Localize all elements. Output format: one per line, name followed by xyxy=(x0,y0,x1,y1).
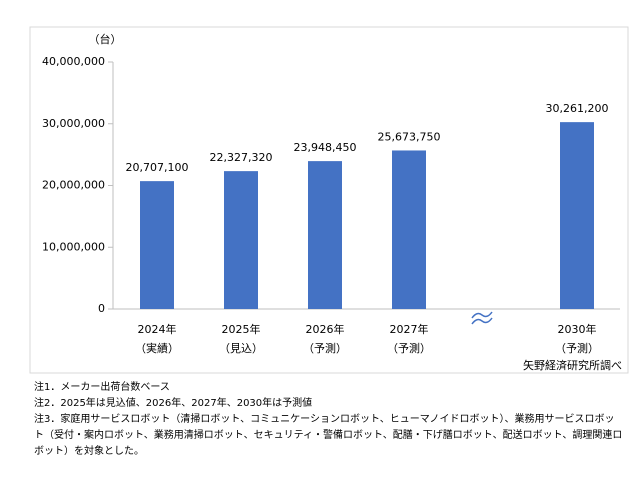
x-tick-note: （予測） xyxy=(387,341,431,355)
y-tick-label: 30,000,000 xyxy=(42,117,105,130)
value-label: 23,948,450 xyxy=(294,141,357,154)
y-tick-label: 20,000,000 xyxy=(42,179,105,192)
x-tick-note: （予測） xyxy=(555,341,599,355)
note: 注2．2025年は見込値、2026年、2027年、2030年は予測値 xyxy=(34,398,313,409)
y-tick-label: 0 xyxy=(98,302,105,315)
bar xyxy=(560,122,594,310)
value-label: 25,673,750 xyxy=(378,130,441,143)
x-tick-label: 2024年 xyxy=(138,322,177,336)
source: 矢野経済研究所調べ xyxy=(523,358,622,372)
chart-frame xyxy=(29,26,629,374)
bar xyxy=(140,181,174,309)
y-tick-label: 10,000,000 xyxy=(42,240,105,253)
x-tick-note: （予測） xyxy=(303,341,347,355)
x-tick-label: 2030年 xyxy=(558,322,597,336)
y-tick-label: 40,000,000 xyxy=(42,55,105,68)
value-label: 20,707,100 xyxy=(126,161,189,174)
x-tick-note: （実績） xyxy=(135,341,179,355)
y-unit: （台） xyxy=(89,32,122,46)
x-tick-label: 2025年 xyxy=(222,322,261,336)
note: 注1．メーカー出荷台数ベース xyxy=(34,382,170,393)
bar xyxy=(392,150,426,309)
x-tick-note: （見込） xyxy=(219,342,263,355)
value-label: 30,261,200 xyxy=(546,102,609,115)
axis-break xyxy=(471,311,493,325)
x-tick-label: 2026年 xyxy=(306,322,345,336)
value-label: 22,327,320 xyxy=(210,151,273,164)
x-tick-label: 2027年 xyxy=(390,322,429,336)
notes: 注1．メーカー出荷台数ベース注2．2025年は見込値、2026年、2027年、2… xyxy=(34,380,624,460)
bar xyxy=(308,161,342,309)
bar xyxy=(224,171,258,309)
chart: （台） 矢野経済研究所調べ 0 10,000,000 20,000,000 30,00… xyxy=(29,26,629,374)
note: 注3．家庭用サービスロボット（清掃ロボット、コミュニケーションロボット、ヒューマ… xyxy=(34,414,623,457)
